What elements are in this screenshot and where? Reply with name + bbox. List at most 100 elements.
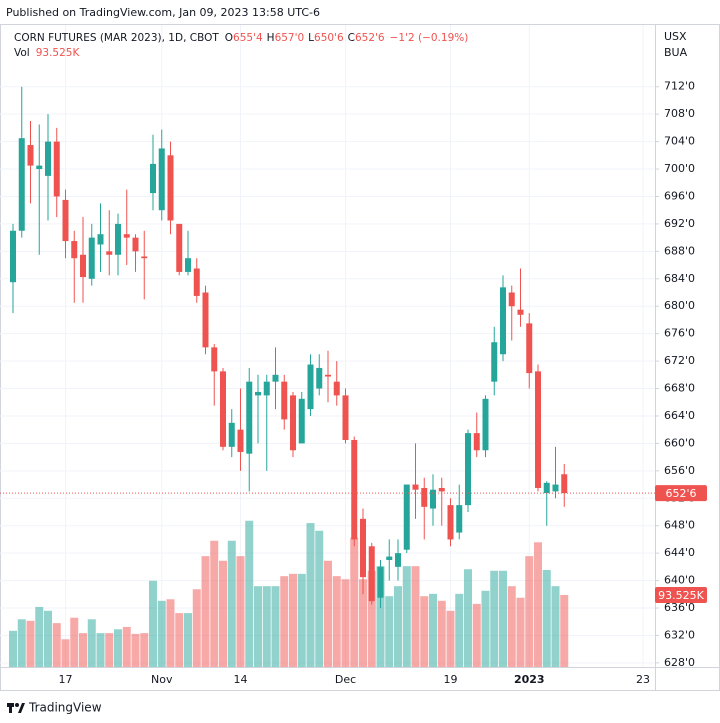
volume-value: 93.525K <box>36 47 81 59</box>
volume-bar <box>35 606 44 667</box>
candle-body <box>482 398 489 451</box>
y-tick-label: 680'0 <box>664 299 695 312</box>
candle-body <box>351 439 358 540</box>
volume-bar <box>350 537 359 667</box>
x-tick-label: 14 <box>234 673 248 686</box>
candle-body <box>246 381 253 454</box>
candle-body <box>491 342 498 382</box>
volume-bar <box>254 586 262 667</box>
volume-bar <box>315 530 324 667</box>
ohlc-key: L <box>308 32 314 44</box>
volume-bar <box>332 576 341 667</box>
volume-bar <box>490 570 499 667</box>
legend-line: CORN FUTURES (MAR 2023), 1D, CBOT O655'4 H… <box>14 32 468 44</box>
candle-body <box>45 141 51 176</box>
y-tick-label: 688'0 <box>664 244 695 257</box>
candle-body <box>185 258 191 272</box>
volume-bar <box>385 596 394 667</box>
candle-body <box>62 199 69 242</box>
x-tick-label: 23 <box>636 673 650 686</box>
y-tick-label: 644'0 <box>664 546 695 559</box>
candle-body <box>473 433 480 451</box>
candle-body <box>141 256 148 259</box>
candle-body <box>325 374 331 377</box>
candle-body <box>281 381 288 420</box>
ohlc-key: H <box>267 32 275 44</box>
volume-bar <box>455 593 464 667</box>
volume-bar <box>210 540 219 667</box>
candle-body <box>395 553 401 567</box>
candle-body <box>18 138 25 231</box>
currency: USX <box>664 30 687 43</box>
y-tick-label: 672'0 <box>664 354 695 367</box>
candle-body <box>158 148 165 211</box>
y-tick-label: 636'0 <box>664 601 695 614</box>
candle-body <box>307 364 314 410</box>
candle-body <box>211 347 218 372</box>
volume-bar <box>157 600 166 667</box>
volume-bar <box>79 633 87 667</box>
candle-body <box>342 395 349 440</box>
volume-bar <box>122 626 131 667</box>
volume-bar <box>114 629 122 667</box>
candle-body <box>237 429 244 452</box>
volume-bar <box>52 623 61 667</box>
volume-bar <box>175 613 184 667</box>
y-tick-label: 660'0 <box>664 436 695 449</box>
candle-body <box>377 566 384 598</box>
volume-bar <box>446 610 455 667</box>
y-tick-label: 704'0 <box>664 135 695 148</box>
volume-bar <box>376 566 385 667</box>
candle-body <box>115 223 121 255</box>
candle-body <box>500 287 506 355</box>
y-tick-label: 708'0 <box>664 107 695 120</box>
candle-body <box>36 165 43 170</box>
candle-body <box>526 323 533 374</box>
candle-body <box>27 145 34 166</box>
candle-body <box>360 518 366 578</box>
candle-body <box>535 371 541 488</box>
volume-bar <box>44 610 52 667</box>
candle-body <box>272 374 279 382</box>
y-tick-label: 700'0 <box>664 162 695 175</box>
candle-body <box>202 292 209 348</box>
change-label: −1'2 (−0.19%) <box>390 32 469 44</box>
candle-body <box>368 546 375 602</box>
volume-bar <box>289 573 297 667</box>
volume-bar <box>245 520 254 667</box>
y-tick-label: 656'0 <box>664 464 695 477</box>
ohlc-key: C <box>348 32 355 44</box>
volume-bar <box>17 619 26 667</box>
volume-bar <box>297 573 306 667</box>
candle-body <box>465 433 471 506</box>
y-tick-label: 676'0 <box>664 327 695 340</box>
y-tick-label: 692'0 <box>664 217 695 230</box>
volume-bar <box>359 579 367 667</box>
volume-bar <box>70 617 79 667</box>
last-price-label: 652'6 <box>665 487 696 500</box>
y-tick-label: 712'0 <box>664 80 695 93</box>
ohlc-value: 657'0 <box>275 32 305 44</box>
candle-body <box>386 556 393 560</box>
candle-body <box>298 398 305 444</box>
volume-tag <box>655 587 707 604</box>
candle-body <box>316 367 323 389</box>
volume-bar <box>411 566 420 667</box>
candle-body <box>412 484 419 490</box>
unit: BUA <box>664 46 688 59</box>
volume-bar <box>184 613 192 667</box>
candle-body <box>517 309 524 315</box>
x-tick-label: Nov <box>151 673 173 686</box>
volume-bar <box>437 600 446 667</box>
volume-bar <box>367 570 376 667</box>
candle-body <box>552 484 559 492</box>
candle-body <box>150 163 156 194</box>
y-tick-label: 632'0 <box>664 628 695 641</box>
candle-body <box>80 254 86 278</box>
volume-bar <box>26 620 35 667</box>
axes: 628'0632'0636'0640'0644'0648'0652'0656'0… <box>59 30 707 686</box>
volume-bar <box>429 593 437 667</box>
ohlc-value: 652'6 <box>355 32 385 44</box>
candle-body <box>88 237 95 279</box>
volume-bar <box>542 570 551 667</box>
